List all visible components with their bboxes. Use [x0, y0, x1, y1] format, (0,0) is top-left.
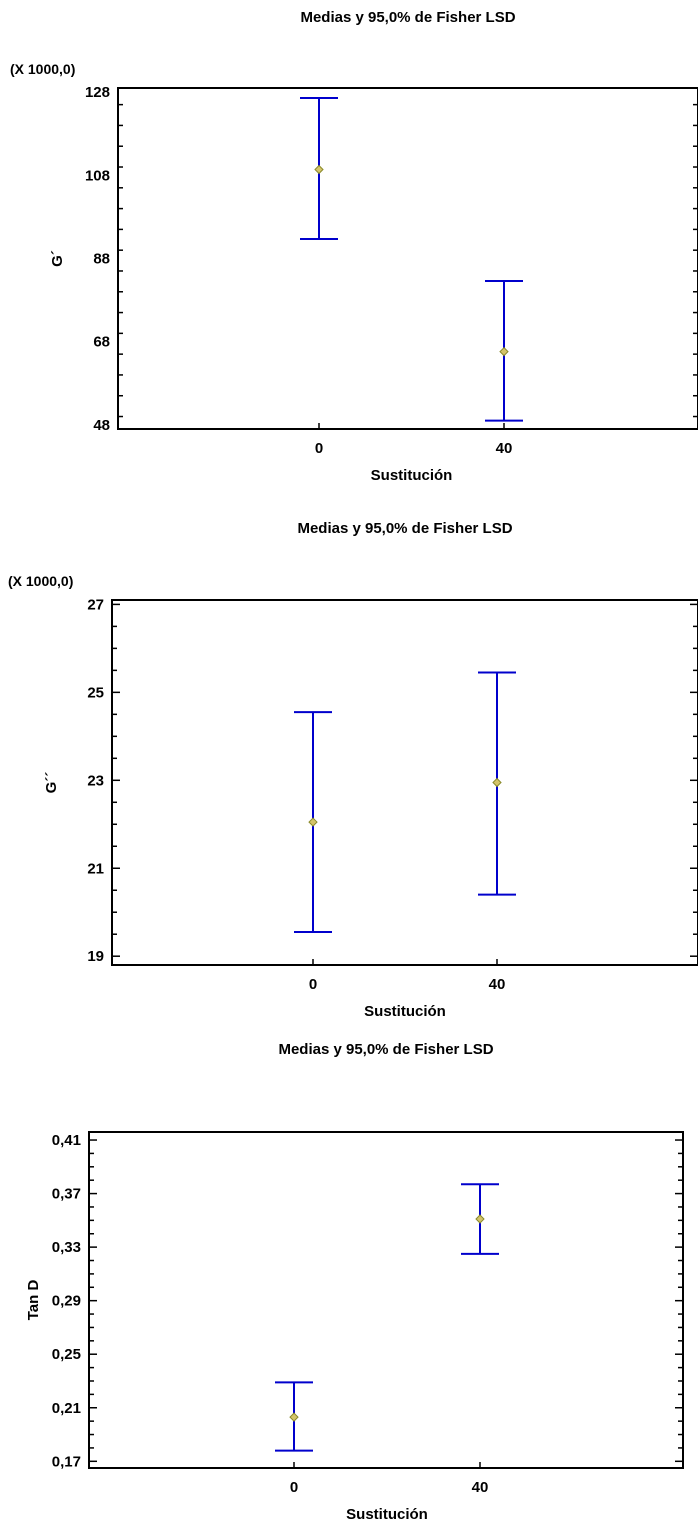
mean-marker: [289, 1412, 299, 1422]
y-tick-label: 0,29: [52, 1293, 81, 1310]
y-tick-label: 23: [87, 772, 104, 789]
x-tick-label: 0: [315, 440, 323, 457]
x-tick-label: 40: [489, 976, 506, 993]
y-tick-label: 0,25: [52, 1346, 81, 1363]
mean-marker: [475, 1214, 485, 1224]
chart-2: Medias y 95,0% de Fisher LSD (X 1000,0) 19…: [8, 520, 698, 1020]
x-axis-label: Sustitución: [371, 467, 453, 484]
y-axis-label: G´: [49, 250, 66, 267]
y-tick-label: 128: [85, 84, 110, 101]
chart-3: Medias y 95,0% de Fisher LSD 0,17 0,21 0,25…: [25, 1041, 684, 1519]
x-tick-label: 0: [309, 976, 317, 993]
y-axis-label: G´´: [43, 772, 60, 794]
x-tick-label: 40: [472, 1479, 489, 1496]
y-tick-label: 19: [87, 948, 104, 965]
y-tick-label: 0,41: [52, 1132, 81, 1149]
mean-marker: [308, 817, 318, 827]
y-tick-label: 0,17: [52, 1453, 81, 1470]
y-tick-label: 0,21: [52, 1400, 81, 1417]
x-axis-label: Sustitución: [364, 1003, 446, 1020]
y-tick-label: 21: [87, 860, 104, 877]
x-tick-label: 0: [290, 1479, 298, 1496]
y-scale-note: (X 1000,0): [10, 61, 75, 77]
y-tick-label: 108: [85, 167, 110, 184]
y-scale-note: (X 1000,0): [8, 573, 73, 589]
y-tick-label: 25: [87, 684, 104, 701]
x-tick-label: 40: [496, 440, 513, 457]
chart-title: Medias y 95,0% de Fisher LSD: [278, 1041, 493, 1058]
y-tick-label: 88: [93, 251, 110, 268]
chart-title: Medias y 95,0% de Fisher LSD: [300, 9, 515, 26]
plot-frame: [88, 1131, 684, 1469]
plot-frame: [111, 599, 698, 966]
x-axis-label: Sustitución: [346, 1506, 428, 1519]
y-tick-label: 0,33: [52, 1239, 81, 1256]
mean-marker: [492, 777, 502, 788]
y-axis-label: Tan D: [25, 1280, 42, 1321]
chart-title: Medias y 95,0% de Fisher LSD: [297, 520, 512, 537]
y-tick-label: 48: [93, 417, 110, 434]
mean-marker: [314, 164, 324, 175]
plot-frame: [117, 87, 698, 430]
y-tick-label: 0,37: [52, 1186, 81, 1203]
chart-1: Medias y 95,0% de Fisher LSD (X 1000,0) 48…: [10, 9, 698, 484]
mean-marker: [499, 346, 509, 357]
y-tick-label: 68: [93, 334, 110, 351]
y-tick-label: 27: [87, 596, 104, 613]
